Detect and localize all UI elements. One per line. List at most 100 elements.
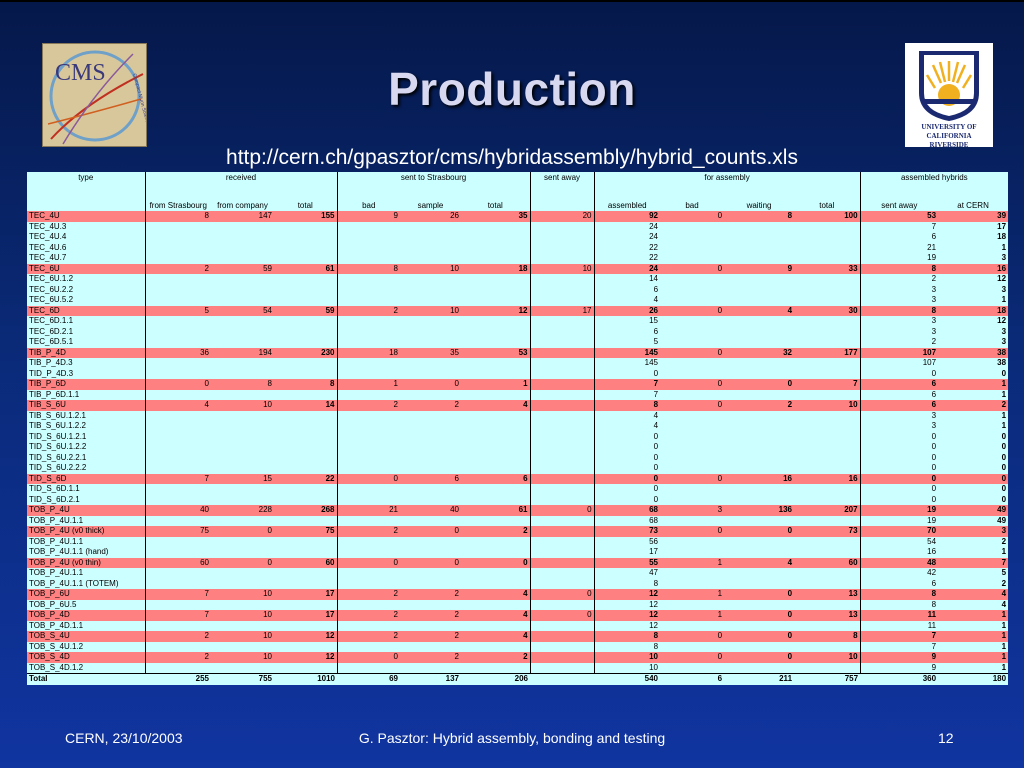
table-cell: 2: [400, 610, 461, 621]
ucr-logo-line2: RIVERSIDE: [929, 141, 969, 149]
table-cell: 19: [859, 505, 939, 516]
table-row: TOB_P_4U (v0 thin) 60 0 60 0 0 0 55 1 4 60 48 7: [27, 557, 1009, 568]
table-cell: 2: [938, 536, 1009, 547]
table-cell: 24: [593, 263, 661, 274]
table-cell: [660, 599, 725, 610]
table-cell: [211, 547, 274, 558]
table-cell: [461, 463, 531, 474]
table-row: TIB_S_6U.1.2.1 4 3 1: [27, 410, 1009, 421]
table-cell: [461, 662, 531, 674]
table-cell: 6: [859, 578, 939, 589]
table-cell: 18: [336, 347, 400, 358]
header-sent-away-hybrids: sent away: [859, 191, 939, 211]
table-cell: 107: [859, 358, 939, 369]
row-type-cell: TIB_S_6U: [27, 400, 145, 411]
table-cell: 13: [794, 589, 861, 600]
row-type-cell: TID_S_6U.1.2.2: [27, 442, 145, 453]
table-row: TEC_4U 8 147 155 9 26 35 20 92 0 8 100 53 39: [27, 211, 1009, 222]
table-row: TEC_6U.5.2 4 3 1: [27, 295, 1009, 306]
table-cell: [336, 284, 400, 295]
table-cell: [461, 316, 531, 327]
table-cell: [211, 232, 274, 243]
table-cell: 2: [938, 400, 1009, 411]
table-cell: 8: [211, 379, 274, 390]
table-cell: 145: [593, 347, 661, 358]
table-cell: 177: [794, 347, 861, 358]
table-cell: 228: [211, 505, 274, 516]
table-cell: 4: [461, 610, 531, 621]
table-cell: 1: [938, 610, 1009, 621]
table-cell: [461, 578, 531, 589]
table-cell: 8: [593, 631, 661, 642]
table-cell: [336, 599, 400, 610]
row-type-cell: TOB_P_4U (v0 thick): [27, 526, 145, 537]
table-cell: [336, 568, 400, 579]
table-cell: 206: [461, 673, 531, 685]
table-row: TID_P_4D.3 0 0 0: [27, 368, 1009, 379]
table-cell: [794, 431, 861, 442]
table-cell: [794, 274, 861, 285]
footer-author: G. Pasztor: Hybrid assembly, bonding and…: [358, 730, 666, 746]
table-cell: [461, 242, 531, 253]
table-cell: [144, 368, 211, 379]
table-cell: [274, 568, 337, 579]
table-cell: [794, 578, 861, 589]
table-cell: 70: [859, 526, 939, 537]
table-cell: 53: [461, 347, 531, 358]
table-cell: [529, 400, 595, 411]
table-cell: 145: [593, 358, 661, 369]
table-cell: [461, 284, 531, 295]
page-title: Production: [388, 63, 636, 115]
table-cell: 4: [593, 421, 661, 432]
table-cell: [724, 326, 795, 337]
row-type-cell: TOB_S_4D.1.2: [27, 662, 145, 674]
table-row: TEC_4U.7 22 19 3: [27, 253, 1009, 264]
table-cell: 0: [859, 494, 939, 505]
table-cell: 12: [593, 610, 661, 621]
table-cell: [660, 578, 725, 589]
row-type-cell: Total: [27, 673, 145, 685]
table-cell: [660, 463, 725, 474]
table-cell: [794, 452, 861, 463]
top-rule: [0, 0, 1024, 2]
table-cell: [400, 484, 461, 495]
table-cell: 6: [859, 379, 939, 390]
table-cell: [529, 578, 595, 589]
table-cell: 2: [400, 631, 461, 642]
table-cell: 14: [274, 400, 337, 411]
table-cell: [660, 431, 725, 442]
table-cell: 16: [859, 547, 939, 558]
table-cell: [529, 242, 595, 253]
table-cell: 0: [938, 452, 1009, 463]
table-cell: 26: [400, 211, 461, 222]
table-cell: [461, 358, 531, 369]
table-cell: [794, 410, 861, 421]
table-cell: [211, 515, 274, 526]
header-sent-away: sent away: [529, 172, 595, 191]
table-cell: [274, 547, 337, 558]
table-row: TIB_S_6U.1.2.2 4 3 1: [27, 421, 1009, 432]
table-cell: [211, 620, 274, 631]
table-cell: [211, 242, 274, 253]
table-cell: [660, 494, 725, 505]
table-cell: [400, 284, 461, 295]
table-header-row-columns: from Strasbourg from company total bad s…: [27, 191, 1009, 211]
row-type-cell: TEC_6U: [27, 263, 145, 274]
table-cell: 7: [144, 473, 211, 484]
header-at-cern: at CERN: [938, 191, 1009, 211]
table-cell: [529, 568, 595, 579]
ucr-logo: UNIVERSITY OF CALIFORNIA RIVERSIDE: [905, 43, 993, 149]
table-cell: [724, 274, 795, 285]
table-cell: [144, 599, 211, 610]
table-cell: 2: [400, 652, 461, 663]
table-cell: [529, 326, 595, 337]
table-cell: 6: [660, 673, 725, 685]
table-cell: 10: [211, 652, 274, 663]
table-cell: 35: [461, 211, 531, 222]
table-cell: [660, 547, 725, 558]
table-cell: [144, 295, 211, 306]
table-cell: [529, 463, 595, 474]
table-cell: [274, 410, 337, 421]
table-cell: [144, 326, 211, 337]
table-cell: 2: [336, 610, 400, 621]
